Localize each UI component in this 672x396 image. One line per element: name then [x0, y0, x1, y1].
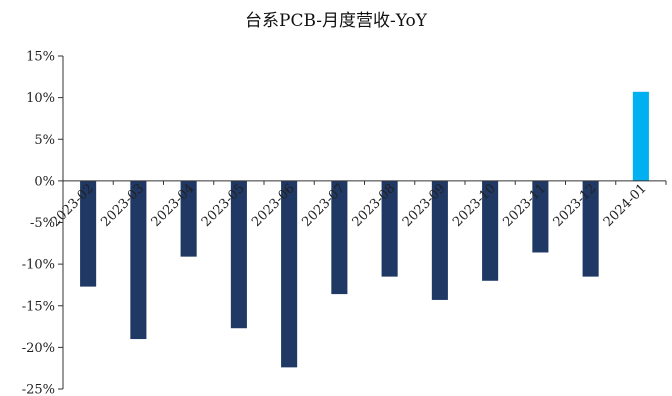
x-tick-label: 2024-01: [601, 181, 650, 230]
bar-2023-02: [80, 180, 97, 287]
bars: [80, 91, 649, 368]
bar-2023-09: [431, 180, 448, 300]
bar-2023-12: [582, 180, 599, 277]
y-tick-label: -25%: [22, 383, 55, 396]
bar-2023-10: [482, 180, 499, 281]
bar-2023-07: [331, 180, 348, 295]
bar-2023-03: [130, 180, 147, 340]
y-axis: 15% 10% 5% 0% -5% -10% -15% -20% -25%: [22, 50, 64, 396]
y-tick-label: 0%: [34, 174, 55, 189]
bar-2023-08: [381, 180, 398, 277]
y-tick-label: 15%: [26, 50, 55, 65]
y-tick-label: 5%: [34, 133, 55, 148]
chart-title: 台系PCB-月度营收-YoY: [245, 11, 427, 31]
y-tick-label: -20%: [22, 341, 55, 356]
bar-2024-01: [632, 91, 649, 181]
y-tick-label: -15%: [22, 299, 55, 314]
bar-2023-04: [180, 180, 197, 257]
y-tick-label: -10%: [22, 258, 55, 273]
bar-2023-06: [281, 180, 298, 368]
bar-2023-11: [532, 180, 549, 253]
y-tick-label: -5%: [30, 216, 55, 231]
bar-2023-05: [230, 180, 247, 329]
y-tick-label: 10%: [26, 91, 55, 106]
